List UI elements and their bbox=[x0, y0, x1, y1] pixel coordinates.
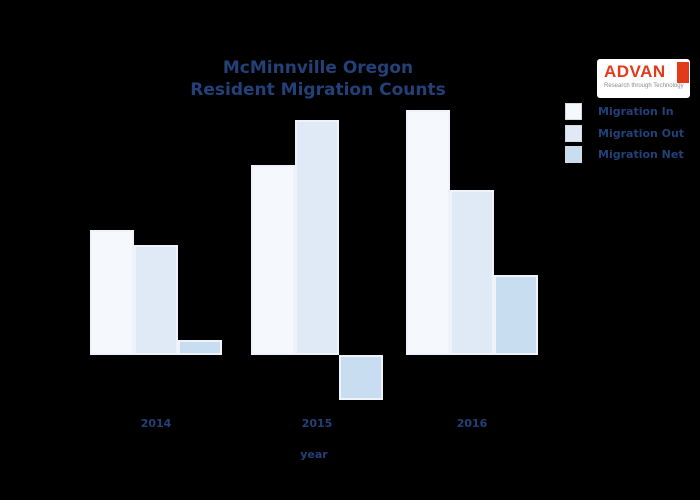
x-tick-2014: 2014 bbox=[140, 417, 172, 430]
bar-migration-out-2016 bbox=[450, 190, 494, 355]
x-tick-2015: 2015 bbox=[301, 417, 333, 430]
bar-migration-net-2014 bbox=[178, 340, 222, 355]
bar-migration-net-2016 bbox=[494, 275, 538, 355]
chart-subtitle: Resident Migration Counts bbox=[190, 80, 446, 100]
legend-row-migration-net: Migration Net bbox=[565, 144, 684, 166]
bar-migration-in-2014 bbox=[90, 230, 134, 355]
bar-migration-out-2015 bbox=[295, 120, 339, 355]
chart-title-block: McMinnville Oregon Resident Migration Co… bbox=[0, 57, 636, 101]
legend-swatch-migration-in bbox=[565, 103, 582, 121]
x-axis-title: year bbox=[300, 448, 328, 461]
advan-logo-tagline: Research through Technology bbox=[604, 83, 684, 89]
legend-swatch-migration-net bbox=[565, 146, 582, 164]
x-tick-2016: 2016 bbox=[456, 417, 488, 430]
bar-migration-in-2015 bbox=[251, 165, 295, 355]
legend-label-migration-net: Migration Net bbox=[598, 148, 684, 162]
advan-logo: ADVAN Research through Technology bbox=[597, 59, 690, 98]
bar-migration-net-2015 bbox=[339, 355, 383, 400]
chart-title: McMinnville Oregon bbox=[222, 58, 414, 78]
advan-logo-accent-mark bbox=[677, 62, 689, 83]
chart-legend: Migration In Migration Out Migration Net bbox=[565, 101, 684, 166]
bar-migration-in-2016 bbox=[406, 110, 450, 355]
legend-swatch-migration-out bbox=[565, 124, 582, 142]
bar-migration-out-2014 bbox=[134, 245, 178, 355]
legend-label-migration-in: Migration In bbox=[598, 105, 674, 119]
legend-row-migration-in: Migration In bbox=[565, 101, 684, 123]
advan-logo-text: ADVAN bbox=[604, 62, 666, 81]
legend-row-migration-out: Migration Out bbox=[565, 123, 684, 145]
legend-label-migration-out: Migration Out bbox=[598, 126, 685, 140]
